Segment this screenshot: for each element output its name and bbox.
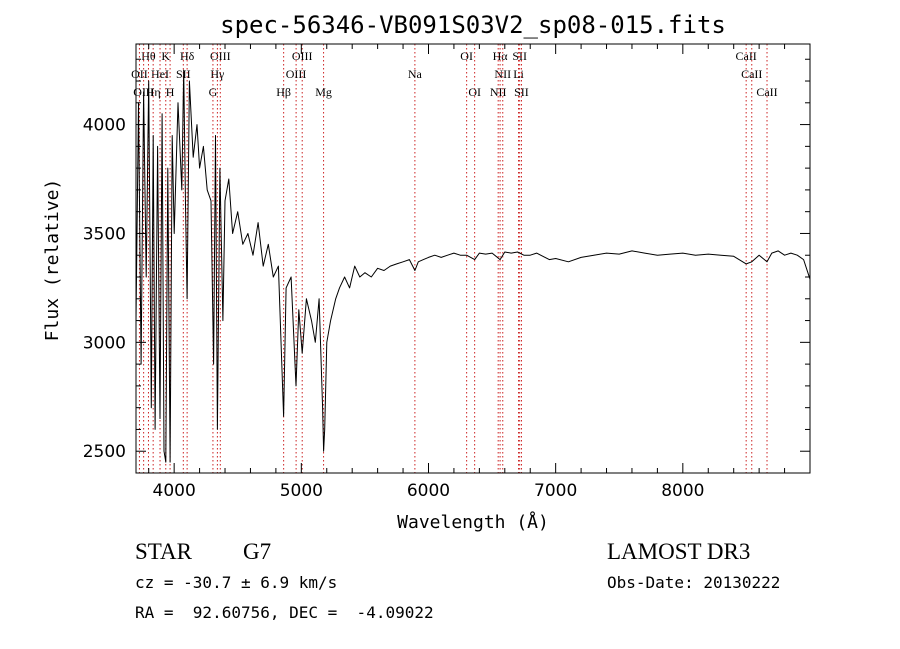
y-axis-label: Flux (relative) [42,179,63,342]
spectral-line-label: Hδ [180,49,195,63]
spectral-line-label: NII [494,67,511,81]
survey-name: LAMOST DR3 [607,539,751,564]
axes-layer: 4000 5000 6000 7000 8000 2500 3000 3500 4000 [83,44,810,501]
y-tick-label: 2500 [83,442,126,462]
spectral-line-label: OIII [292,49,313,63]
x-axis-label: Wavelength (Å) [397,511,549,533]
spectral-class: G7 [243,539,272,564]
spectral-line-label: K [161,49,170,63]
x-tick-label: 4000 [153,481,196,501]
spectral-line-label: H [166,85,175,99]
spectral-line-label: OI [468,85,481,99]
spectral-line-label: Hθ [141,49,156,63]
x-tick-label: 6000 [407,481,450,501]
spectrum-layer [135,69,811,463]
spectral-line-label: OII [131,67,148,81]
observation-date: Obs-Date: 20130222 [607,573,781,592]
spectral-line-label: G [209,85,218,99]
spectral-line-label: OIII [210,49,231,63]
spectral-line-label: SII [512,49,527,63]
spectral-line-label: NII [490,85,507,99]
spectral-line-label: Hη [146,85,161,99]
plot-frame [135,43,811,474]
y-tick-label: 4000 [83,116,126,136]
y-tick-label: 3000 [83,333,126,353]
spectral-line-label: Li [513,67,524,81]
spectral-line-label: Hα [493,49,509,63]
radial-velocity: cz = -30.7 ± 6.9 km/s [135,573,338,592]
object-type: STAR [135,539,192,564]
coordinates: RA = 92.60756, DEC = -4.09022 [135,603,434,622]
chart-title: spec-56346-VB091S03V2_sp08-015.fits [220,11,726,39]
x-tick-label: 7000 [534,481,577,501]
y-tick-label: 3500 [83,224,126,244]
spectral-line-label: Mg [315,85,332,99]
spectral-line-label: OI [460,49,473,63]
spectral-line-label: Hβ [276,85,291,99]
spectral-line-label: CaII [756,85,777,99]
spectral-line-label: Hγ [210,67,225,81]
spectrum-series [135,69,811,463]
spectral-line-label: CaII [741,67,762,81]
spectral-line-label: OIII [286,67,307,81]
x-tick-label: 5000 [280,481,323,501]
x-tick-label: 8000 [661,481,704,501]
spectral-line-label: Na [408,67,423,81]
spectral-line-label: SII [514,85,529,99]
spectral-line-label: HeI [151,67,169,81]
spectral-line-label: CaII [735,49,756,63]
